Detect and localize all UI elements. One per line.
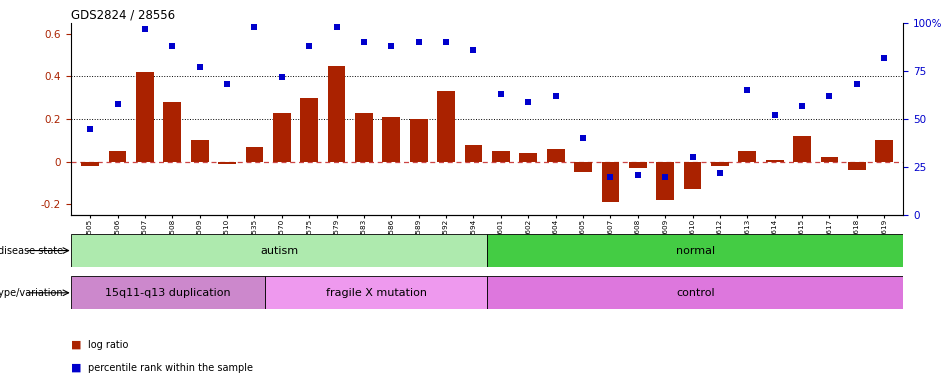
Bar xyxy=(875,141,893,162)
Point xyxy=(82,126,97,132)
Bar xyxy=(492,151,510,162)
Bar xyxy=(739,151,756,162)
Point xyxy=(685,154,700,161)
Point xyxy=(192,64,207,70)
Bar xyxy=(820,157,838,162)
Text: log ratio: log ratio xyxy=(88,340,129,350)
Bar xyxy=(793,136,811,162)
Bar xyxy=(657,162,674,200)
Bar xyxy=(487,276,903,309)
Point xyxy=(548,93,563,99)
Point xyxy=(520,99,535,105)
Bar xyxy=(81,162,99,166)
Bar xyxy=(684,162,702,189)
Bar xyxy=(519,153,537,162)
Point xyxy=(110,101,125,107)
Point xyxy=(274,74,289,80)
Bar xyxy=(71,276,265,309)
Point xyxy=(329,24,344,30)
Bar xyxy=(355,113,373,162)
Bar xyxy=(766,160,783,162)
Bar xyxy=(219,162,236,164)
Point xyxy=(384,43,399,49)
Bar xyxy=(464,145,482,162)
Bar xyxy=(547,149,565,162)
Point xyxy=(439,39,454,45)
Text: autism: autism xyxy=(260,245,298,256)
Bar xyxy=(300,98,318,162)
Text: 15q11-q13 duplication: 15q11-q13 duplication xyxy=(105,288,231,298)
Point xyxy=(575,135,590,141)
Point xyxy=(412,39,427,45)
Point xyxy=(219,81,235,88)
Bar xyxy=(272,113,290,162)
Bar xyxy=(246,147,263,162)
Bar xyxy=(191,141,208,162)
Bar xyxy=(327,66,345,162)
Point xyxy=(850,81,865,88)
Bar xyxy=(629,162,647,168)
Text: normal: normal xyxy=(675,245,715,256)
Bar xyxy=(711,162,728,166)
Point xyxy=(795,103,810,109)
Point xyxy=(877,55,892,61)
Text: fragile X mutation: fragile X mutation xyxy=(325,288,427,298)
Point xyxy=(630,172,645,178)
Bar xyxy=(71,234,487,267)
Text: genotype/variation: genotype/variation xyxy=(0,288,62,298)
Point xyxy=(165,43,180,49)
Text: ■: ■ xyxy=(71,363,81,373)
Text: disease state: disease state xyxy=(0,245,62,256)
Point xyxy=(740,87,755,93)
Point xyxy=(466,47,482,53)
Bar xyxy=(487,234,903,267)
Point xyxy=(302,43,317,49)
Point xyxy=(247,24,262,30)
Bar xyxy=(382,117,400,162)
Text: GDS2824 / 28556: GDS2824 / 28556 xyxy=(71,9,175,22)
Point xyxy=(603,174,618,180)
Bar xyxy=(410,119,428,162)
Point xyxy=(712,170,727,176)
Bar xyxy=(164,102,182,162)
Point xyxy=(137,26,152,32)
Bar xyxy=(136,72,154,162)
Bar xyxy=(574,162,592,172)
Bar xyxy=(437,91,455,162)
Bar xyxy=(109,151,127,162)
Text: control: control xyxy=(676,288,714,298)
Bar xyxy=(602,162,620,202)
Point xyxy=(822,93,837,99)
Point xyxy=(493,91,508,97)
Point xyxy=(657,174,673,180)
Text: ■: ■ xyxy=(71,340,81,350)
Bar xyxy=(265,276,487,309)
Text: percentile rank within the sample: percentile rank within the sample xyxy=(88,363,253,373)
Bar xyxy=(848,162,866,170)
Point xyxy=(357,39,372,45)
Point xyxy=(767,112,782,118)
